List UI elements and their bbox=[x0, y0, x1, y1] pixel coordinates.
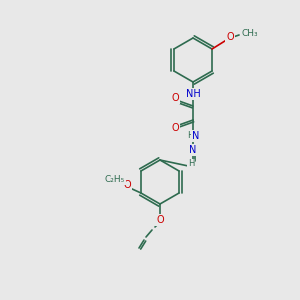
Text: H: H bbox=[188, 160, 194, 169]
Text: O: O bbox=[171, 93, 179, 103]
Text: H: H bbox=[187, 131, 193, 140]
Text: NH: NH bbox=[186, 89, 200, 99]
Text: N: N bbox=[192, 131, 200, 141]
Text: C₂H₅: C₂H₅ bbox=[105, 176, 125, 184]
Text: O: O bbox=[171, 123, 179, 133]
Text: O: O bbox=[123, 180, 131, 190]
Text: N: N bbox=[189, 145, 197, 155]
Text: O: O bbox=[226, 32, 234, 42]
Text: CH₃: CH₃ bbox=[241, 29, 258, 38]
Text: O: O bbox=[156, 215, 164, 225]
